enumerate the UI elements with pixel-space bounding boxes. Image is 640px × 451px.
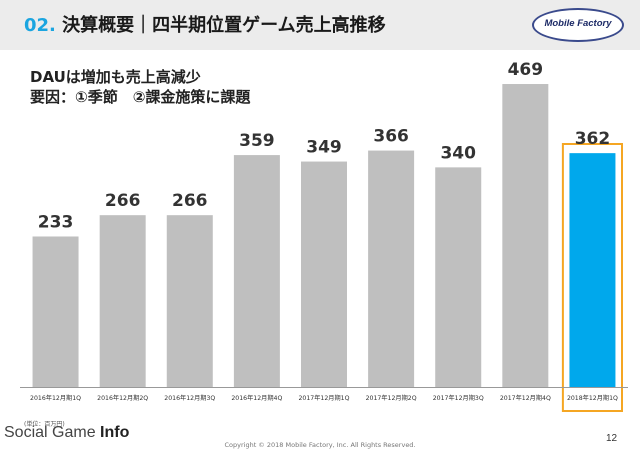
bar xyxy=(32,236,79,387)
bar xyxy=(368,150,415,387)
page-number: 12 xyxy=(606,433,618,444)
bar xyxy=(502,84,549,387)
watermark-prefix: Social Game xyxy=(4,424,101,441)
data-label: 359 xyxy=(239,131,275,151)
bar xyxy=(233,155,280,387)
x-tick-label: 2017年12月期3Q xyxy=(433,394,484,402)
slide-header: 02. 決算概要｜四半期位置ゲーム売上高推移 Mobile Factory xyxy=(0,0,640,50)
bar xyxy=(99,215,146,387)
x-tick-label: 2016年12月期3Q xyxy=(164,394,215,402)
highlight-frame xyxy=(561,143,624,412)
data-label: 362 xyxy=(575,129,611,149)
data-label: 349 xyxy=(306,138,342,158)
data-label: 266 xyxy=(105,191,141,211)
x-tick-label: 2018年12月期1Q xyxy=(567,394,618,402)
headline-line-1: DAUは増加も売上高減少 xyxy=(30,68,201,86)
data-label: 366 xyxy=(373,127,409,147)
data-label: 469 xyxy=(508,60,544,80)
bar xyxy=(301,161,347,387)
watermark: Social Game Info xyxy=(4,424,129,442)
section-number: 02. xyxy=(24,15,56,36)
bar xyxy=(166,215,213,387)
x-tick-label: 2017年12月期2Q xyxy=(366,394,417,402)
x-tick-label: 2017年12月期1Q xyxy=(299,394,350,402)
data-label: 266 xyxy=(172,191,208,211)
bar xyxy=(435,167,482,387)
title-text: 決算概要｜四半期位置ゲーム売上高推移 xyxy=(62,15,386,36)
slide-title: 02. 決算概要｜四半期位置ゲーム売上高推移 xyxy=(24,11,386,37)
x-tick-label: 2016年12月期4Q xyxy=(231,394,282,402)
company-logo: Mobile Factory xyxy=(532,8,624,42)
x-tick-label: 2016年12月期2Q xyxy=(97,394,148,402)
x-tick-label: 2016年12月期1Q xyxy=(30,394,81,402)
bar xyxy=(569,153,616,387)
headline-line-2: 要因：①季節 ②課金施策に課題 xyxy=(30,88,251,106)
copyright: Copyright © 2018 Mobile Factory, Inc. Al… xyxy=(224,441,416,449)
logo-text: Mobile Factory xyxy=(544,18,612,29)
x-tick-label: 2017年12月期4Q xyxy=(500,394,551,402)
data-label: 340 xyxy=(440,143,476,163)
watermark-bold: Info xyxy=(100,424,130,441)
data-label: 233 xyxy=(38,212,74,232)
unit-note: (単位：百万円) xyxy=(24,421,65,428)
